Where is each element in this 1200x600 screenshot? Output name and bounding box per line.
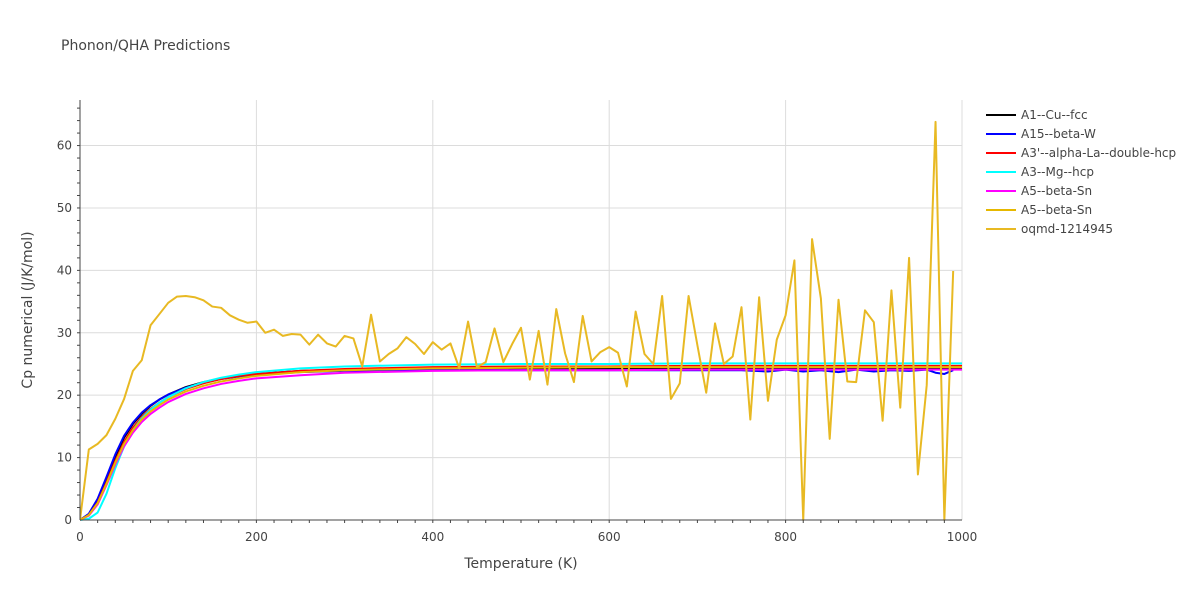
legend-label: A15--beta-W	[1021, 127, 1096, 141]
legend-label: A1--Cu--fcc	[1021, 108, 1088, 122]
x-tick-label: 400	[421, 530, 444, 544]
legend-label: oqmd-1214945	[1021, 222, 1113, 236]
legend-label: A5--beta-Sn	[1021, 203, 1092, 217]
x-tick-label: 600	[598, 530, 621, 544]
legend-item-1[interactable]: A1--Cu--fcc	[986, 108, 1088, 122]
x-axis-title: Temperature (K)	[463, 556, 577, 572]
series-line-2	[80, 368, 954, 521]
x-tick-label: 200	[245, 530, 268, 544]
grid-lines	[80, 100, 963, 520]
y-tick-label: 20	[57, 388, 72, 402]
legend-item-7[interactable]: oqmd-1214945	[986, 222, 1113, 236]
series-line-6	[80, 366, 962, 521]
chart-title: Phonon/QHA Predictions	[61, 38, 230, 54]
y-axis-title: Cp numerical (J/K/mol)	[20, 231, 36, 388]
y-tick-label: 0	[64, 513, 72, 527]
series-line-4	[80, 362, 962, 521]
series-line-7	[80, 120, 955, 521]
legend-item-5[interactable]: A5--beta-Sn	[986, 184, 1092, 198]
legend-item-3[interactable]: A3'--alpha-La--double-hcp	[986, 146, 1176, 160]
y-tick-label: 50	[57, 201, 72, 215]
legend-item-2[interactable]: A15--beta-W	[986, 127, 1096, 141]
y-tick-label: 40	[57, 263, 72, 277]
legend-item-6[interactable]: A5--beta-Sn	[986, 203, 1092, 217]
legend-label: A5--beta-Sn	[1021, 184, 1092, 198]
legend: A1--Cu--fcc A15--beta-W A3'--alpha-La--dou…	[986, 108, 1176, 236]
x-tick-label: 0	[76, 530, 84, 544]
legend-label: A3'--alpha-La--double-hcp	[1021, 146, 1176, 160]
axes: 0 200 400 600 800 1000 0 10 20 30 40 50 60	[57, 100, 978, 544]
legend-item-4[interactable]: A3--Mg--hcp	[986, 165, 1094, 179]
x-tick-label: 1000	[947, 530, 978, 544]
plot-area	[80, 120, 962, 521]
legend-label: A3--Mg--hcp	[1021, 165, 1094, 179]
y-tick-label: 60	[57, 139, 72, 153]
y-tick-label: 10	[57, 451, 72, 465]
x-tick-label: 800	[774, 530, 797, 544]
y-tick-label: 30	[57, 326, 72, 340]
